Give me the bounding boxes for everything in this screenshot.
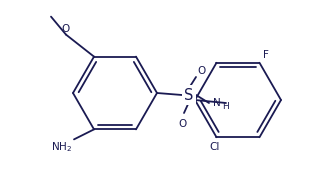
- Text: O: O: [61, 24, 69, 34]
- Text: O: O: [197, 66, 205, 76]
- Text: S: S: [184, 87, 194, 103]
- Text: H: H: [222, 101, 229, 111]
- Text: O: O: [179, 119, 187, 129]
- Text: N: N: [213, 98, 221, 108]
- Text: Cl: Cl: [209, 142, 220, 152]
- Text: NH$_2$: NH$_2$: [51, 140, 72, 154]
- Text: F: F: [263, 50, 269, 60]
